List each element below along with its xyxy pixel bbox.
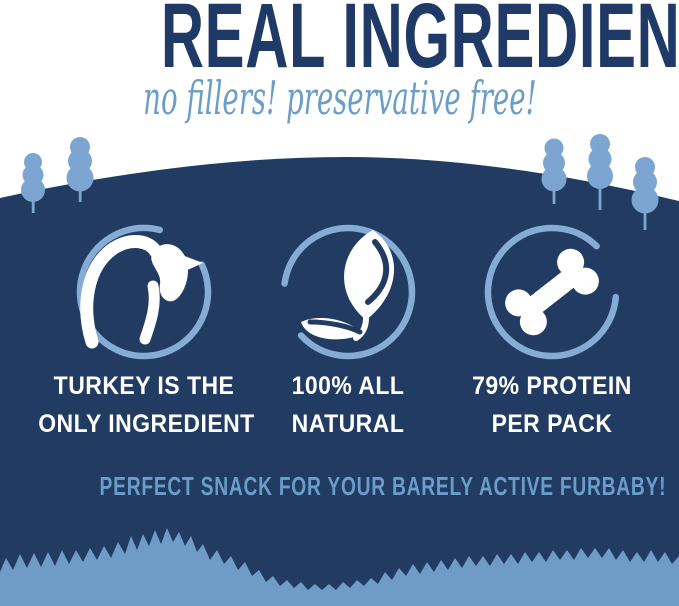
feature-label-group: 79% PROTEIN PER PACK (437, 367, 667, 443)
header: REAL INGREDIENTS (0, 0, 679, 82)
feature-natural: 100% ALL NATURAL (233, 217, 463, 443)
grass-silhouette (0, 528, 679, 606)
bone-icon (484, 224, 620, 360)
tree-left-small (21, 153, 45, 213)
tree-right-2 (587, 134, 613, 210)
subtitle: no fillers! preservative free! (142, 71, 537, 125)
feature-protein: 79% PROTEIN PER PACK (437, 217, 667, 443)
feature-label-line: TURKEY IS THE (53, 372, 235, 400)
feature-label-line: 79% PROTEIN (472, 372, 632, 400)
tagline: PERFECT SNACK FOR YOUR BARELY ACTIVE FUR… (99, 471, 667, 501)
feature-label-line: PER PACK (491, 410, 613, 438)
tree-left-tall (66, 137, 94, 202)
feature-turkey: TURKEY IS THE ONLY INGREDIENT (29, 217, 259, 443)
feature-label-line: ONLY INGREDIENT (38, 410, 255, 438)
turkey-icon (76, 224, 212, 360)
leaves-icon (280, 224, 416, 360)
tree-right-3 (631, 157, 659, 230)
subheader: no fillers! preservative free! (0, 72, 679, 124)
page-title: REAL INGREDIENTS (160, 0, 679, 87)
feature-label-line: 100% ALL (291, 372, 405, 400)
tagline-row: PERFECT SNACK FOR YOUR BARELY ACTIVE FUR… (0, 469, 679, 503)
tree-right-1 (541, 138, 567, 204)
feature-label-group: 100% ALL NATURAL (233, 367, 463, 443)
feature-label-line: NATURAL (291, 410, 405, 438)
feature-label-group: TURKEY IS THE ONLY INGREDIENT (29, 367, 259, 443)
